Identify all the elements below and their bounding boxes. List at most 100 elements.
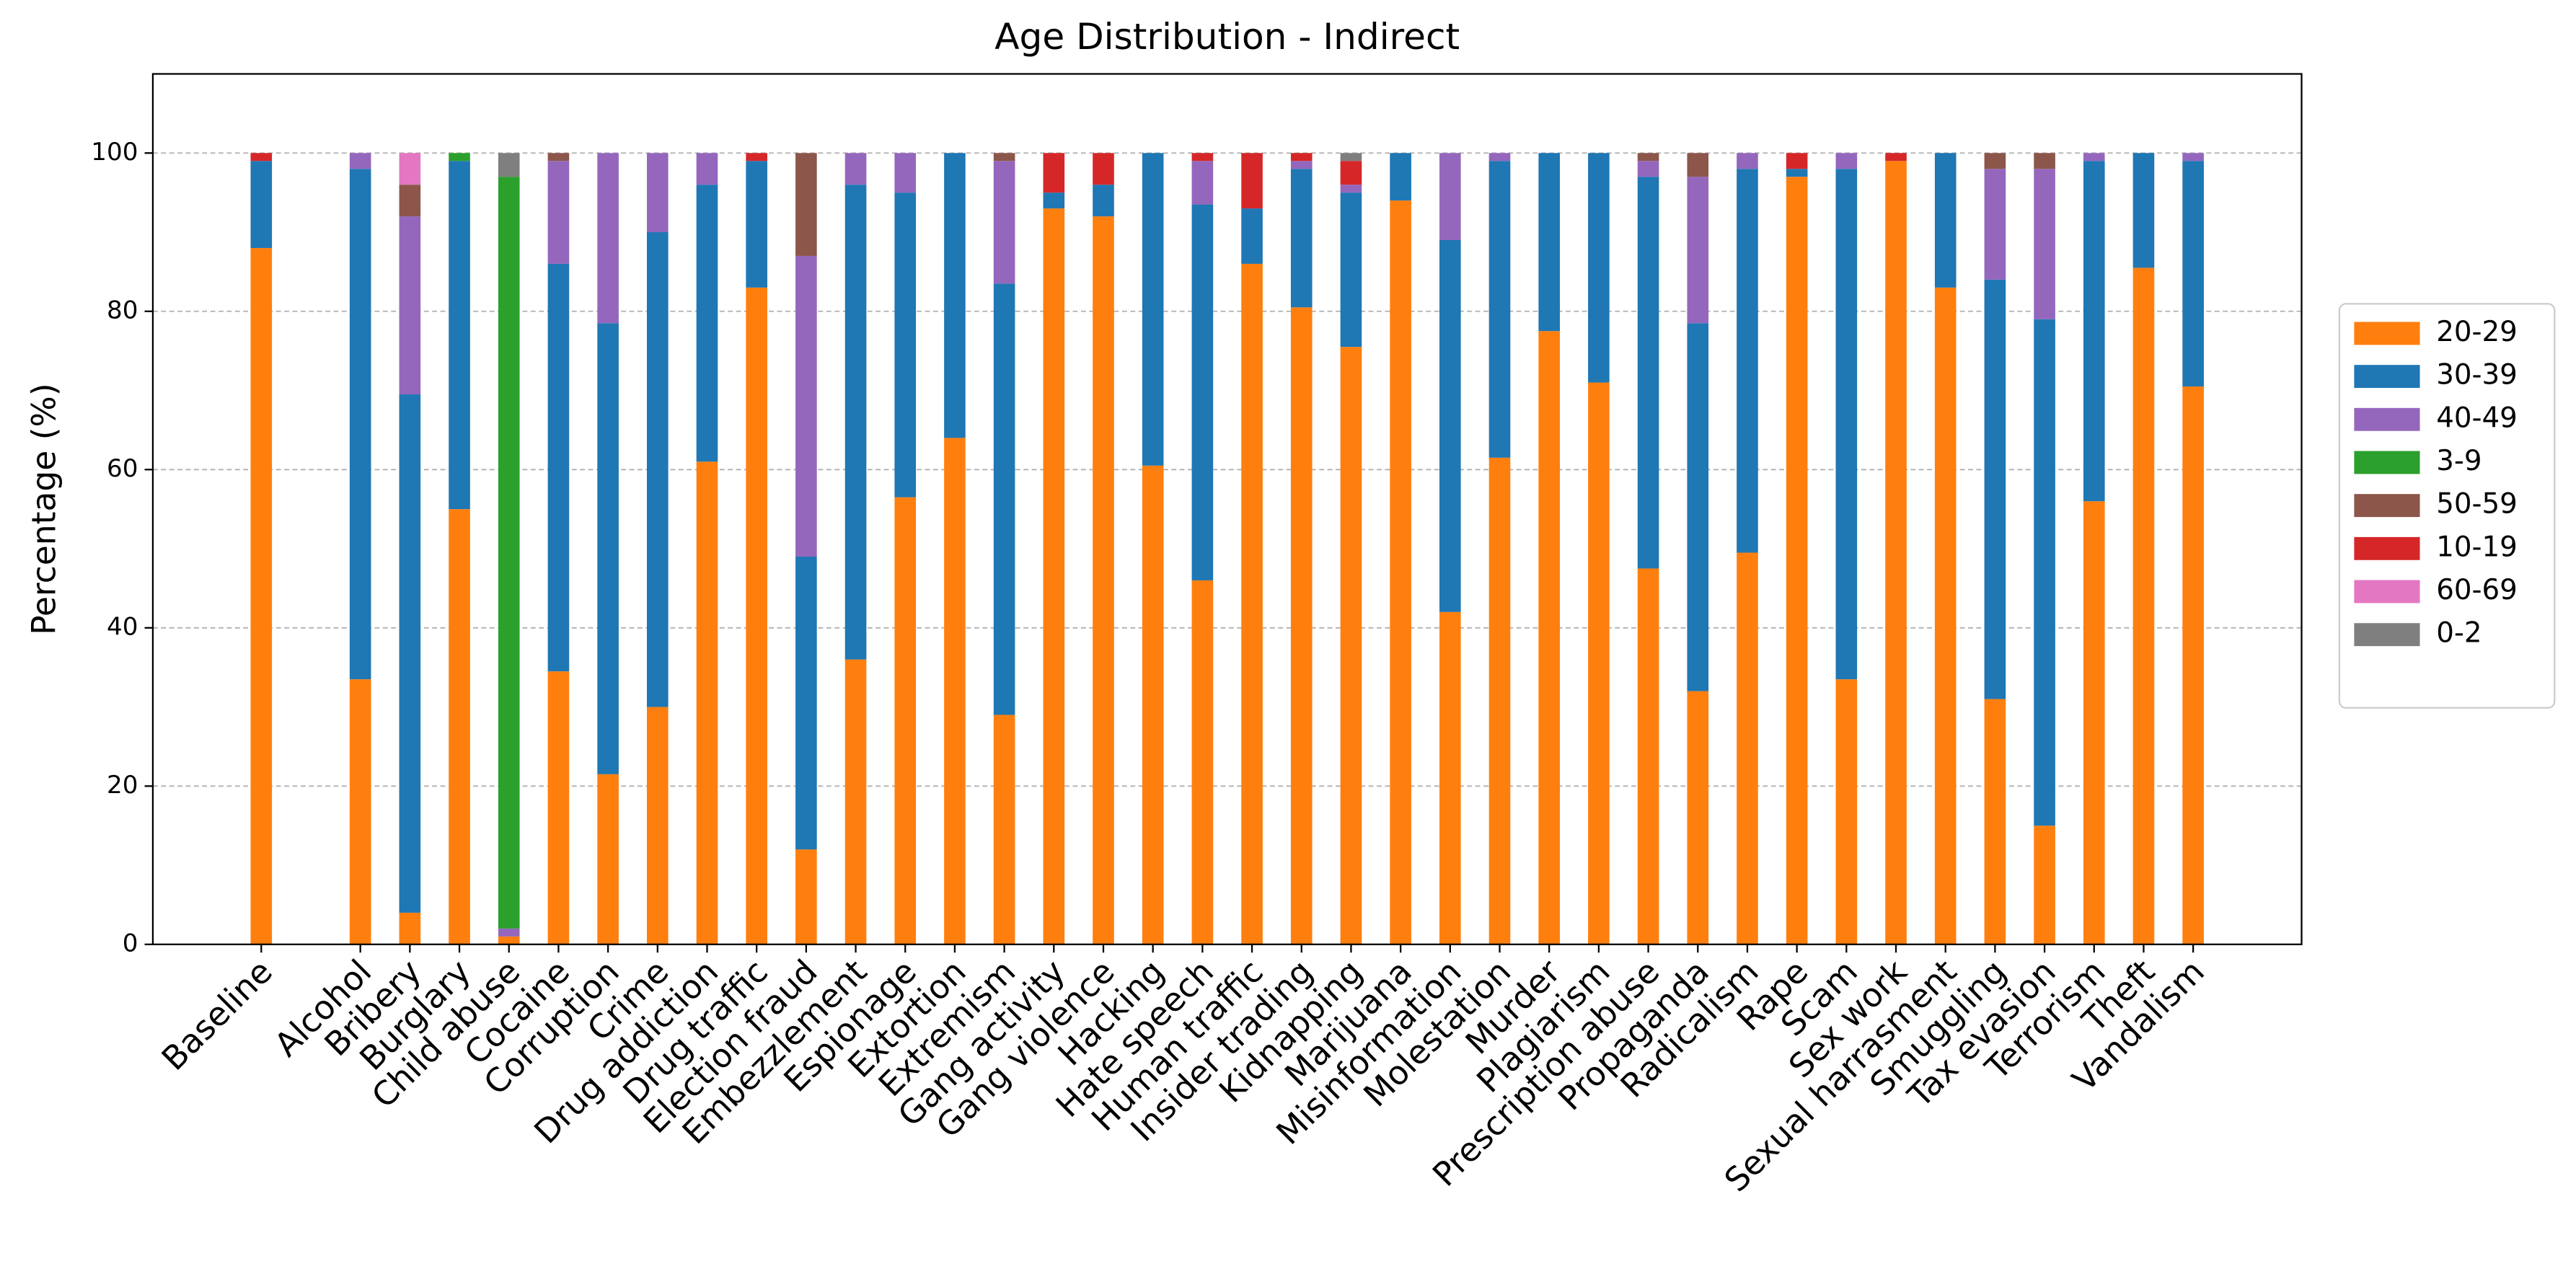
- bar-segment: [399, 912, 421, 945]
- bar-segment: [1241, 208, 1263, 264]
- bar-segment: [1043, 208, 1065, 945]
- bar-segment: [1290, 169, 1313, 308]
- bar-segment: [944, 438, 966, 945]
- bar-segment: [1637, 568, 1659, 945]
- bar-segment: [795, 153, 817, 256]
- bar-segment: [696, 185, 718, 462]
- bar-segment: [2034, 826, 2055, 945]
- bar-segment: [449, 161, 470, 510]
- bar-segment: [1439, 239, 1461, 612]
- bar-segment: [1934, 153, 1957, 288]
- bar-segment: [597, 153, 619, 324]
- bar-segment: [2034, 169, 2055, 319]
- bar-segment: [1835, 169, 1858, 680]
- grid: [152, 152, 2302, 945]
- bar-segment: [1290, 307, 1313, 945]
- legend-swatch: [2354, 322, 2420, 345]
- bar-segment: [1835, 679, 1858, 945]
- bar-segment: [1290, 161, 1313, 169]
- legend-label: 0-2: [2436, 617, 2482, 650]
- legend-swatch: [2354, 623, 2420, 647]
- bar-segment: [993, 715, 1015, 945]
- bar-segment: [597, 323, 619, 774]
- bar-segment: [646, 153, 669, 233]
- bar-segment: [795, 849, 817, 945]
- bar-segment: [844, 153, 867, 185]
- bar-segment: [1637, 153, 1659, 162]
- bar-segment: [1439, 611, 1461, 945]
- bar-segment: [746, 287, 767, 945]
- bar-segment: [1340, 193, 1362, 348]
- legend-swatch: [2354, 365, 2420, 389]
- bar-segment: [1885, 161, 1907, 945]
- bar-segment: [696, 153, 718, 185]
- bar-segment: [2034, 153, 2055, 169]
- bar-segment: [1142, 465, 1164, 945]
- bar-segment: [1984, 169, 2006, 280]
- bar-segment: [1043, 153, 1065, 193]
- bar-segment: [795, 557, 817, 850]
- legend-box: [2338, 303, 2556, 709]
- y-tick-label: 40: [107, 612, 138, 641]
- bar-segment: [1340, 347, 1362, 945]
- legend-swatch: [2354, 494, 2420, 518]
- bar-segment: [993, 153, 1015, 162]
- bar-segment: [399, 153, 421, 185]
- bar-segment: [449, 153, 470, 162]
- bar-segment: [1588, 382, 1610, 945]
- x-tick-label: Baseline: [154, 952, 280, 1078]
- bar-segment: [993, 161, 1015, 284]
- y-tick-label: 100: [91, 138, 138, 167]
- bar-segment: [1241, 153, 1263, 209]
- bar-segment: [1488, 161, 1511, 458]
- bar-segment: [1488, 153, 1511, 162]
- bar-segment: [1737, 153, 1758, 169]
- bar-segment: [2182, 153, 2204, 162]
- bar-segment: [1191, 204, 1214, 580]
- bar-segment: [1439, 153, 1461, 240]
- bar-segment: [1488, 457, 1511, 945]
- bar-segment: [2182, 386, 2204, 945]
- legend-label: 30-39: [2436, 359, 2518, 392]
- bar-segment: [547, 153, 570, 162]
- bar-segment: [894, 153, 917, 193]
- legend-label: 20-29: [2436, 316, 2518, 348]
- bar-segment: [1191, 580, 1214, 945]
- bar-segment: [944, 153, 966, 438]
- bar-segment: [498, 153, 520, 177]
- bar-segment: [1786, 177, 1808, 945]
- y-tick-label: 0: [123, 929, 138, 957]
- bar-segment: [349, 679, 371, 945]
- bar-segment: [1340, 161, 1362, 185]
- bar-segment: [1737, 169, 1758, 553]
- bar-segment: [2132, 153, 2155, 268]
- y-tick-label: 80: [107, 296, 138, 324]
- legend-label: 10-19: [2436, 531, 2518, 563]
- bar-segment: [746, 153, 767, 162]
- bar-segment: [2083, 161, 2105, 502]
- bar-segment: [1390, 153, 1411, 201]
- bar-segment: [1241, 263, 1263, 945]
- bar-segment: [844, 659, 867, 945]
- bar-segment: [1984, 279, 2006, 699]
- bar-segment: [1093, 216, 1114, 945]
- bar-segment: [349, 153, 371, 169]
- bar-segment: [547, 671, 570, 945]
- bar-segment: [1390, 200, 1411, 945]
- bar-segment: [993, 283, 1015, 715]
- bar-segment: [1191, 153, 1214, 162]
- y-axis-label: Percentage (%): [25, 383, 63, 635]
- bar-segment: [498, 928, 520, 937]
- legend: 20-29 30-39 40-49 3-9 50-59 10-19 60-69 0-2: [2354, 316, 2518, 650]
- bar-segment: [746, 161, 767, 288]
- bar-segment: [1786, 169, 1808, 177]
- bar-segment: [498, 177, 520, 929]
- y-tick-label: 60: [107, 454, 138, 483]
- bar-segment: [1984, 699, 2006, 945]
- legend-swatch: [2354, 451, 2420, 474]
- bar-segment: [250, 161, 273, 248]
- bar-segment: [1934, 287, 1957, 945]
- legend-swatch: [2354, 580, 2420, 603]
- bar-segment: [1737, 552, 1758, 945]
- y-tick-label: 20: [107, 771, 138, 800]
